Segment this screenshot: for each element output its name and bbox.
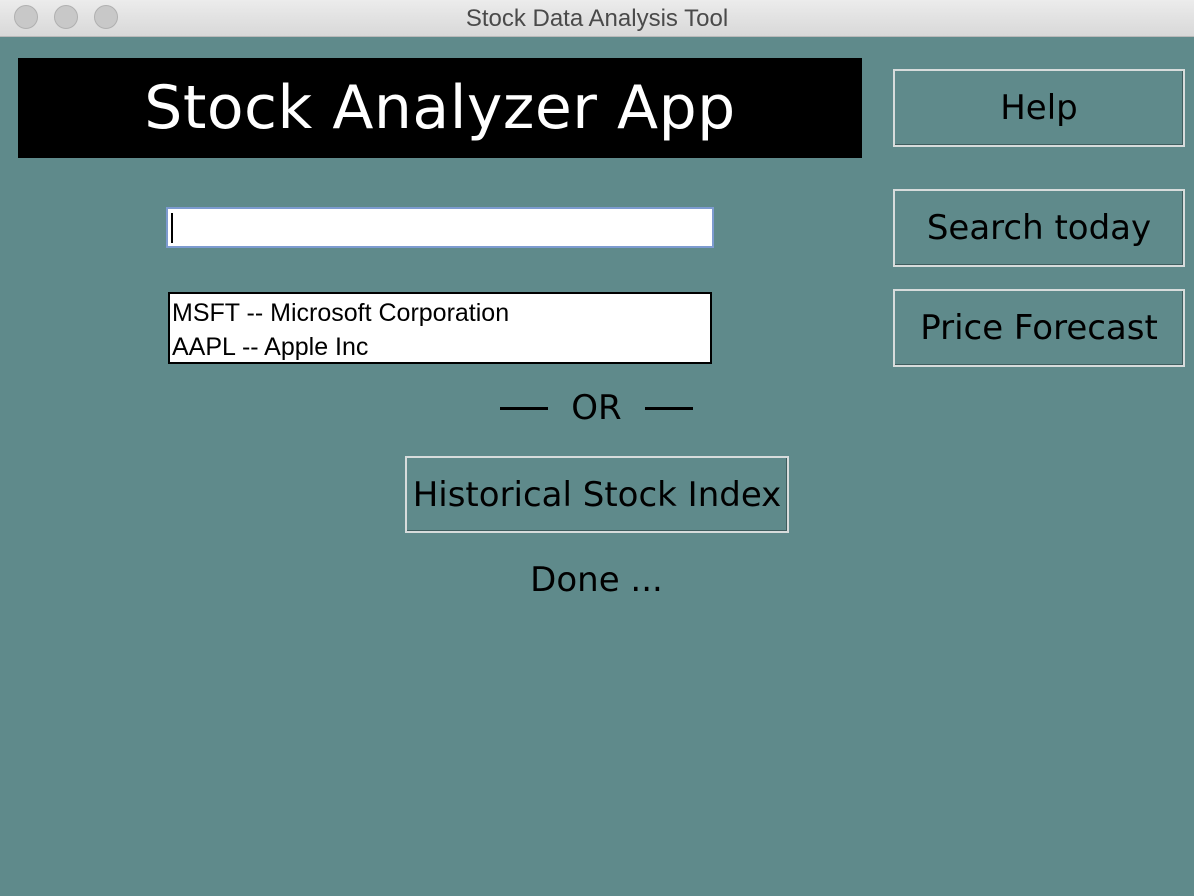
search-results-list[interactable]: MSFT -- Microsoft Corporation AAPL -- Ap… xyxy=(168,292,712,364)
search-today-button[interactable]: Search today xyxy=(893,189,1185,267)
separator-line-right xyxy=(644,406,693,410)
title-bar[interactable]: Stock Data Analysis Tool xyxy=(0,0,1194,37)
text-caret xyxy=(171,213,173,243)
historical-stock-index-button[interactable]: Historical Stock Index xyxy=(405,456,789,533)
price-forecast-button[interactable]: Price Forecast xyxy=(893,289,1185,367)
status-text: Done ... xyxy=(530,560,663,600)
separator-line-left xyxy=(500,406,548,410)
help-button[interactable]: Help xyxy=(893,69,1185,147)
close-window-button[interactable] xyxy=(14,5,38,29)
or-label: OR xyxy=(571,388,622,428)
list-item[interactable]: MSFT -- Microsoft Corporation xyxy=(172,299,510,327)
window-title: Stock Data Analysis Tool xyxy=(465,5,729,32)
app-title: Stock Analyzer App xyxy=(144,73,736,143)
or-separator: OR xyxy=(500,386,693,430)
app-header-banner: Stock Analyzer App xyxy=(18,58,862,158)
minimize-window-button[interactable] xyxy=(54,5,78,29)
zoom-window-button[interactable] xyxy=(94,5,118,29)
list-item[interactable]: AAPL -- Apple Inc xyxy=(172,333,369,361)
stock-search-input[interactable] xyxy=(166,207,714,248)
